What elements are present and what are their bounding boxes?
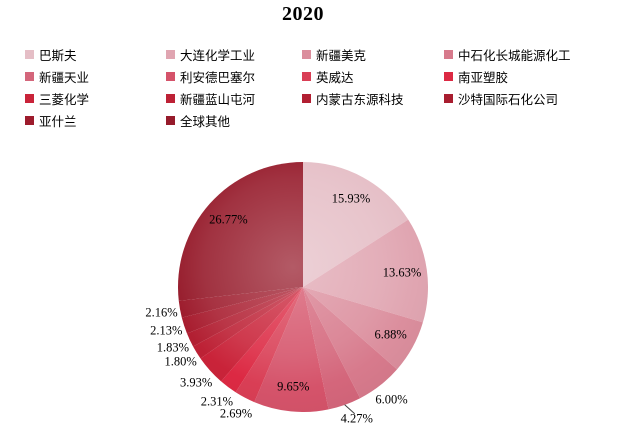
pie-slice — [303, 219, 428, 323]
pie-slice — [303, 162, 409, 287]
legend-item: 新疆美克 — [302, 45, 444, 64]
legend-label: 新疆天业 — [39, 70, 90, 85]
pie-slice — [186, 287, 303, 347]
pie-slice — [221, 287, 303, 393]
legend-swatch-icon — [166, 49, 175, 59]
pie-data-label: 4.27% — [340, 411, 373, 426]
legend-label: 英威达 — [316, 70, 354, 85]
legend-swatch-icon — [25, 49, 34, 59]
legend-swatch-icon — [25, 115, 34, 125]
legend-item: 新疆蓝山屯河 — [166, 89, 302, 108]
legend-item: 三菱化学 — [25, 89, 166, 108]
legend-swatch-icon — [444, 71, 453, 81]
pie-chart — [178, 162, 428, 412]
pie-slice — [254, 287, 329, 412]
pie-slice — [200, 287, 303, 382]
legend-label: 全球其他 — [180, 114, 231, 129]
legend-item: 亚什兰 — [25, 111, 166, 130]
pie-slice — [303, 287, 398, 399]
legend-swatch-icon — [302, 71, 311, 81]
pie-slice — [235, 287, 303, 403]
pie-data-label: 2.16% — [145, 305, 178, 320]
legend-item: 利安德巴塞尔 — [166, 67, 302, 86]
legend-label: 巴斯夫 — [39, 48, 77, 63]
legend-swatch-icon — [166, 93, 175, 103]
legend-label: 中石化长城能源化工 — [458, 48, 571, 63]
legend-label: 利安德巴塞尔 — [180, 70, 256, 85]
legend-label: 新疆蓝山屯河 — [180, 92, 256, 107]
legend-label: 内蒙古东源科技 — [316, 92, 404, 107]
pie-slice — [303, 287, 423, 370]
pie-slice — [193, 287, 303, 359]
legend-label: 新疆美克 — [316, 48, 367, 63]
legend-swatch-icon — [444, 93, 453, 103]
legend-label: 南亚塑胶 — [458, 70, 509, 85]
legend-swatch-icon — [444, 49, 453, 59]
legend-label: 沙特国际石化公司 — [458, 92, 559, 107]
legend-swatch-icon — [25, 71, 34, 81]
legend-item: 大连化学工业 — [166, 45, 302, 64]
legend: 巴斯夫 大连化学工业 新疆美克 中石化长城能源化工新疆天业 利安德巴塞尔 英威达 南亚塑胶三… — [25, 43, 615, 131]
legend-item: 内蒙古东源科技 — [302, 89, 444, 108]
legend-swatch-icon — [25, 93, 34, 103]
legend-label: 三菱化学 — [39, 92, 90, 107]
pie-svg — [178, 162, 428, 412]
legend-item: 中石化长城能源化工 — [444, 45, 615, 64]
pie-slice — [303, 287, 361, 410]
pie-slice — [178, 162, 303, 301]
legend-item: 南亚塑胶 — [444, 67, 615, 86]
legend-item: 新疆天业 — [25, 67, 166, 86]
legend-swatch-icon — [302, 93, 311, 103]
legend-item: 沙特国际石化公司 — [444, 89, 615, 108]
legend-swatch-icon — [302, 49, 311, 59]
legend-label: 亚什兰 — [39, 114, 77, 129]
legend-swatch-icon — [166, 115, 175, 125]
legend-label: 大连化学工业 — [180, 48, 256, 63]
legend-item: 巴斯夫 — [25, 45, 166, 64]
legend-item: 英威达 — [302, 67, 444, 86]
chart-title: 2020 — [282, 3, 324, 25]
pie-slice — [181, 287, 303, 334]
legend-item: 全球其他 — [166, 111, 302, 130]
pie-slice — [178, 287, 303, 318]
legend-swatch-icon — [166, 71, 175, 81]
